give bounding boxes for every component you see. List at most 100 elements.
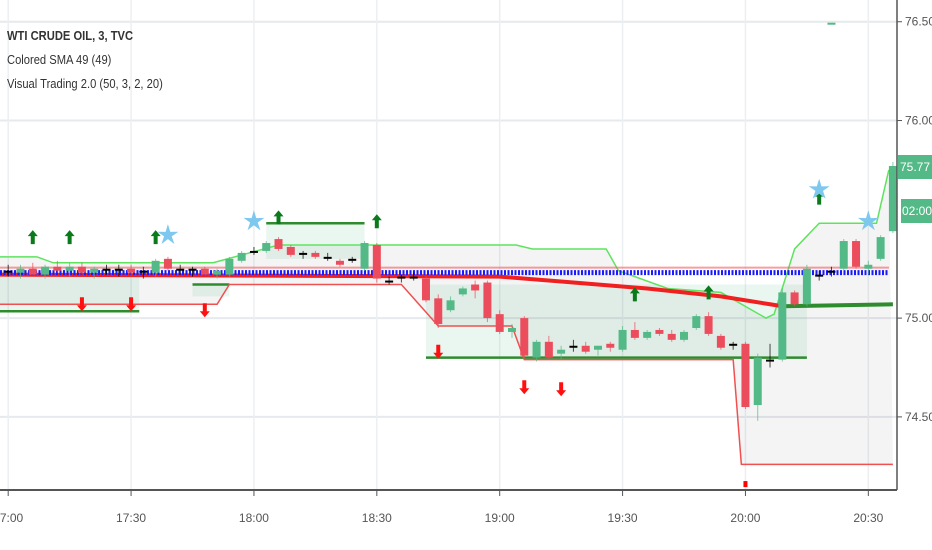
candle (520, 316, 529, 358)
candle-body (471, 284, 480, 291)
red-square-marker (743, 481, 748, 488)
candle (262, 241, 271, 253)
candle-body (385, 280, 394, 283)
candle (421, 276, 430, 303)
star-icon (243, 210, 265, 231)
candle-body (630, 329, 639, 338)
candle-body (888, 165, 897, 232)
candle (213, 268, 222, 279)
candle (507, 324, 516, 338)
candle (483, 280, 492, 323)
candle-body (151, 260, 160, 273)
candle (151, 258, 160, 277)
candle (704, 312, 713, 336)
candle-body (323, 256, 332, 259)
candle-body (753, 357, 762, 406)
candle (876, 235, 885, 261)
sma-line-down (0, 272, 783, 309)
x-tick-label: 20:00 (730, 511, 760, 525)
star-icon (857, 210, 879, 231)
candle (28, 262, 37, 275)
candle-body (692, 316, 701, 328)
candle-body (188, 268, 197, 271)
candle-body (876, 237, 885, 259)
candle-body (90, 268, 99, 273)
candle (532, 339, 541, 362)
candle-body (458, 288, 467, 295)
candle (348, 256, 357, 263)
candle-body (28, 268, 37, 275)
x-tick-label: 20:30 (853, 511, 883, 525)
candle-body (643, 331, 652, 338)
down-arrow-icon (519, 380, 530, 395)
candle (766, 343, 775, 368)
candle-body (274, 239, 283, 249)
candle (176, 264, 185, 275)
candle-body (16, 268, 25, 273)
candle-body (606, 343, 615, 348)
candle (311, 250, 320, 259)
down-arrow-icon (433, 344, 444, 359)
up-arrow-icon (371, 214, 382, 229)
candle-body (532, 341, 541, 358)
x-tick-label: 19:30 (608, 511, 638, 525)
candle-body (704, 316, 713, 334)
candle (397, 274, 406, 283)
candle (286, 245, 295, 257)
legend-indicator-sma[interactable]: Colored SMA 49 (49) (7, 52, 112, 67)
candle-body (446, 300, 455, 311)
candle (139, 266, 148, 279)
candle-body (249, 250, 258, 253)
lower-channel-line (0, 283, 893, 466)
candle-body (655, 329, 664, 334)
candle (16, 264, 25, 279)
candle-body (520, 318, 529, 356)
candle-body (213, 270, 222, 275)
candle-body (409, 276, 418, 279)
candle (741, 341, 750, 409)
candle-body (41, 266, 50, 275)
candle (778, 288, 787, 362)
candle (385, 276, 394, 285)
candle-body (262, 243, 271, 251)
candle (127, 264, 136, 275)
candle-body (397, 276, 406, 279)
star-icon (808, 178, 830, 199)
candle-body (839, 241, 848, 269)
candle (815, 270, 824, 281)
candle-body (139, 270, 148, 273)
range-box (192, 284, 230, 297)
candle-body (557, 349, 566, 354)
legend-indicator-visual-trading[interactable]: Visual Trading 2.0 (50, 3, 2, 20) (7, 76, 163, 91)
candle-body (729, 343, 738, 346)
candle-body (680, 331, 689, 340)
legend-symbol[interactable]: WTI CRUDE OIL, 3, TVC (7, 28, 134, 43)
candle-body (237, 252, 246, 261)
candle-body (286, 246, 295, 255)
candle-body (4, 270, 13, 273)
candle-body (716, 335, 725, 348)
candle (299, 250, 308, 259)
candle-body (618, 329, 627, 350)
last-price-label: 75.77 (898, 155, 932, 179)
candle (680, 329, 689, 342)
x-tick-label: 17:00 (0, 511, 24, 525)
candle-body (372, 245, 381, 279)
up-arrow-icon (150, 230, 161, 245)
candle-body (594, 345, 602, 350)
candle (839, 239, 848, 271)
candle-body (802, 268, 811, 305)
candle-body (581, 345, 590, 352)
candle (458, 286, 467, 297)
candle (643, 329, 652, 340)
candle (90, 266, 99, 279)
candle (655, 327, 664, 336)
candle-body (335, 260, 344, 265)
candle-body (127, 268, 136, 273)
down-arrow-icon (556, 382, 567, 397)
candle-body (790, 292, 799, 305)
candle-body (176, 268, 185, 271)
down-arrow-icon (199, 303, 210, 318)
